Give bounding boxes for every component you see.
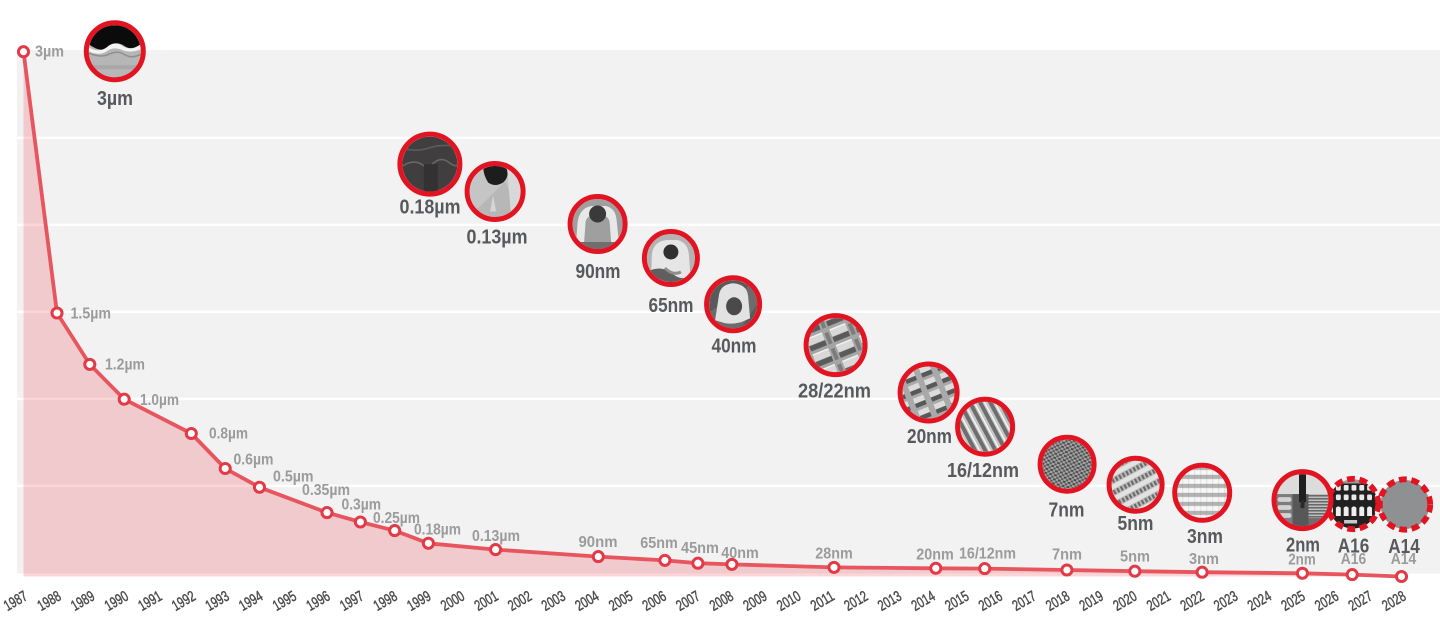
svg-text:A16: A16 [1338, 536, 1370, 558]
svg-text:20nm: 20nm [916, 547, 954, 564]
svg-text:0.6µm: 0.6µm [234, 452, 274, 469]
svg-text:40nm: 40nm [721, 545, 759, 562]
svg-text:A14: A14 [1391, 551, 1417, 568]
svg-text:0.13µm: 0.13µm [472, 528, 520, 545]
svg-text:3µm: 3µm [35, 44, 64, 61]
svg-text:1.5µm: 1.5µm [71, 306, 112, 323]
svg-text:28/22nm: 28/22nm [798, 381, 871, 403]
svg-text:0.8µm: 0.8µm [209, 426, 248, 443]
svg-text:65nm: 65nm [640, 535, 678, 552]
svg-text:3nm: 3nm [1189, 551, 1219, 568]
svg-text:0.5µm: 0.5µm [273, 469, 314, 486]
svg-text:0.18µm: 0.18µm [400, 197, 461, 219]
svg-text:0.35µm: 0.35µm [302, 482, 350, 499]
svg-text:5nm: 5nm [1118, 513, 1154, 535]
svg-text:0.25µm: 0.25µm [373, 510, 420, 527]
svg-text:A16: A16 [1341, 551, 1367, 568]
svg-text:16/12nm: 16/12nm [959, 546, 1016, 563]
svg-text:16/12nm: 16/12nm [947, 460, 1019, 482]
svg-text:20nm: 20nm [907, 426, 952, 448]
svg-text:5nm: 5nm [1120, 549, 1150, 566]
svg-text:90nm: 90nm [579, 534, 618, 551]
svg-text:3µm: 3µm [97, 88, 133, 110]
svg-text:2nm: 2nm [1288, 552, 1316, 569]
svg-text:45nm: 45nm [681, 540, 719, 557]
svg-text:2nm: 2nm [1286, 535, 1320, 557]
svg-text:A14: A14 [1388, 536, 1420, 558]
svg-text:0.13µm: 0.13µm [467, 227, 528, 249]
svg-text:1.0µm: 1.0µm [140, 392, 179, 409]
svg-text:90nm: 90nm [576, 261, 621, 283]
svg-text:28nm: 28nm [815, 546, 853, 563]
svg-text:65nm: 65nm [649, 295, 694, 317]
svg-text:3nm: 3nm [1187, 526, 1223, 548]
svg-text:0.3µm: 0.3µm [342, 497, 382, 514]
svg-text:0.18µm: 0.18µm [414, 522, 461, 539]
svg-text:40nm: 40nm [712, 336, 757, 358]
svg-text:7nm: 7nm [1049, 500, 1085, 522]
svg-text:7nm: 7nm [1052, 547, 1082, 564]
svg-text:1.2µm: 1.2µm [105, 357, 145, 374]
